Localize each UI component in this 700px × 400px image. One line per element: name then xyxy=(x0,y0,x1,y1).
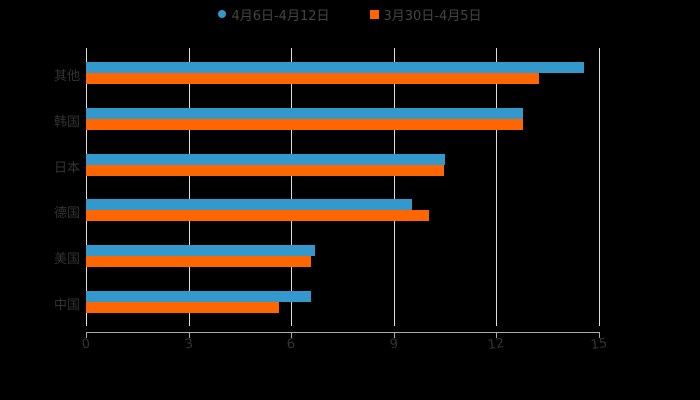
bar[interactable] xyxy=(86,164,445,176)
series-1-swatch-icon xyxy=(218,10,227,18)
x-tick-label: 12 xyxy=(487,335,506,354)
bar[interactable] xyxy=(86,245,316,257)
category-label: 其他 xyxy=(53,69,80,84)
x-tick-label: 9 xyxy=(388,336,399,353)
axis-tick xyxy=(291,332,293,338)
legend-label: 4月6日-4月12日 xyxy=(231,8,330,24)
category-label: 中国 xyxy=(53,298,80,313)
gridline xyxy=(496,48,498,326)
axis-tick xyxy=(496,332,498,338)
gridline xyxy=(86,48,87,326)
chart-legend: 4月6日-4月12日 3月30日-4月5日 xyxy=(0,4,700,24)
x-tick-label: 15 xyxy=(589,335,609,354)
axis-tick xyxy=(86,332,87,338)
bar[interactable] xyxy=(86,118,524,130)
bar[interactable] xyxy=(86,153,446,165)
legend-item-series-1[interactable]: 4月6日-4月12日 xyxy=(218,5,330,24)
gridline xyxy=(393,48,395,326)
series-2-swatch-icon xyxy=(369,9,379,19)
bar[interactable] xyxy=(86,199,412,211)
x-tick-label: 6 xyxy=(286,336,297,353)
gridline xyxy=(599,48,600,326)
x-axis-line xyxy=(86,332,599,333)
axis-tick xyxy=(393,332,395,338)
bar[interactable] xyxy=(86,302,279,313)
category-label: 韩国 xyxy=(53,114,80,130)
gridline xyxy=(291,48,293,326)
bar[interactable] xyxy=(86,62,584,73)
bar[interactable] xyxy=(86,256,312,268)
category-label: 日本 xyxy=(53,160,80,176)
bar[interactable] xyxy=(86,73,539,84)
legend-item-series-2[interactable]: 3月30日-4月5日 xyxy=(369,5,482,24)
bar[interactable] xyxy=(86,291,312,302)
x-tick-label: 3 xyxy=(183,336,194,353)
category-label: 美国 xyxy=(53,252,80,268)
bar[interactable] xyxy=(86,210,430,222)
gridline xyxy=(188,48,190,326)
x-tick-label: 0 xyxy=(80,336,92,353)
axis-tick xyxy=(188,332,190,338)
bar[interactable] xyxy=(86,107,524,119)
axis-tick xyxy=(599,332,600,338)
category-label: 德国 xyxy=(53,206,80,222)
legend-label: 3月30日-4月5日 xyxy=(383,8,482,24)
